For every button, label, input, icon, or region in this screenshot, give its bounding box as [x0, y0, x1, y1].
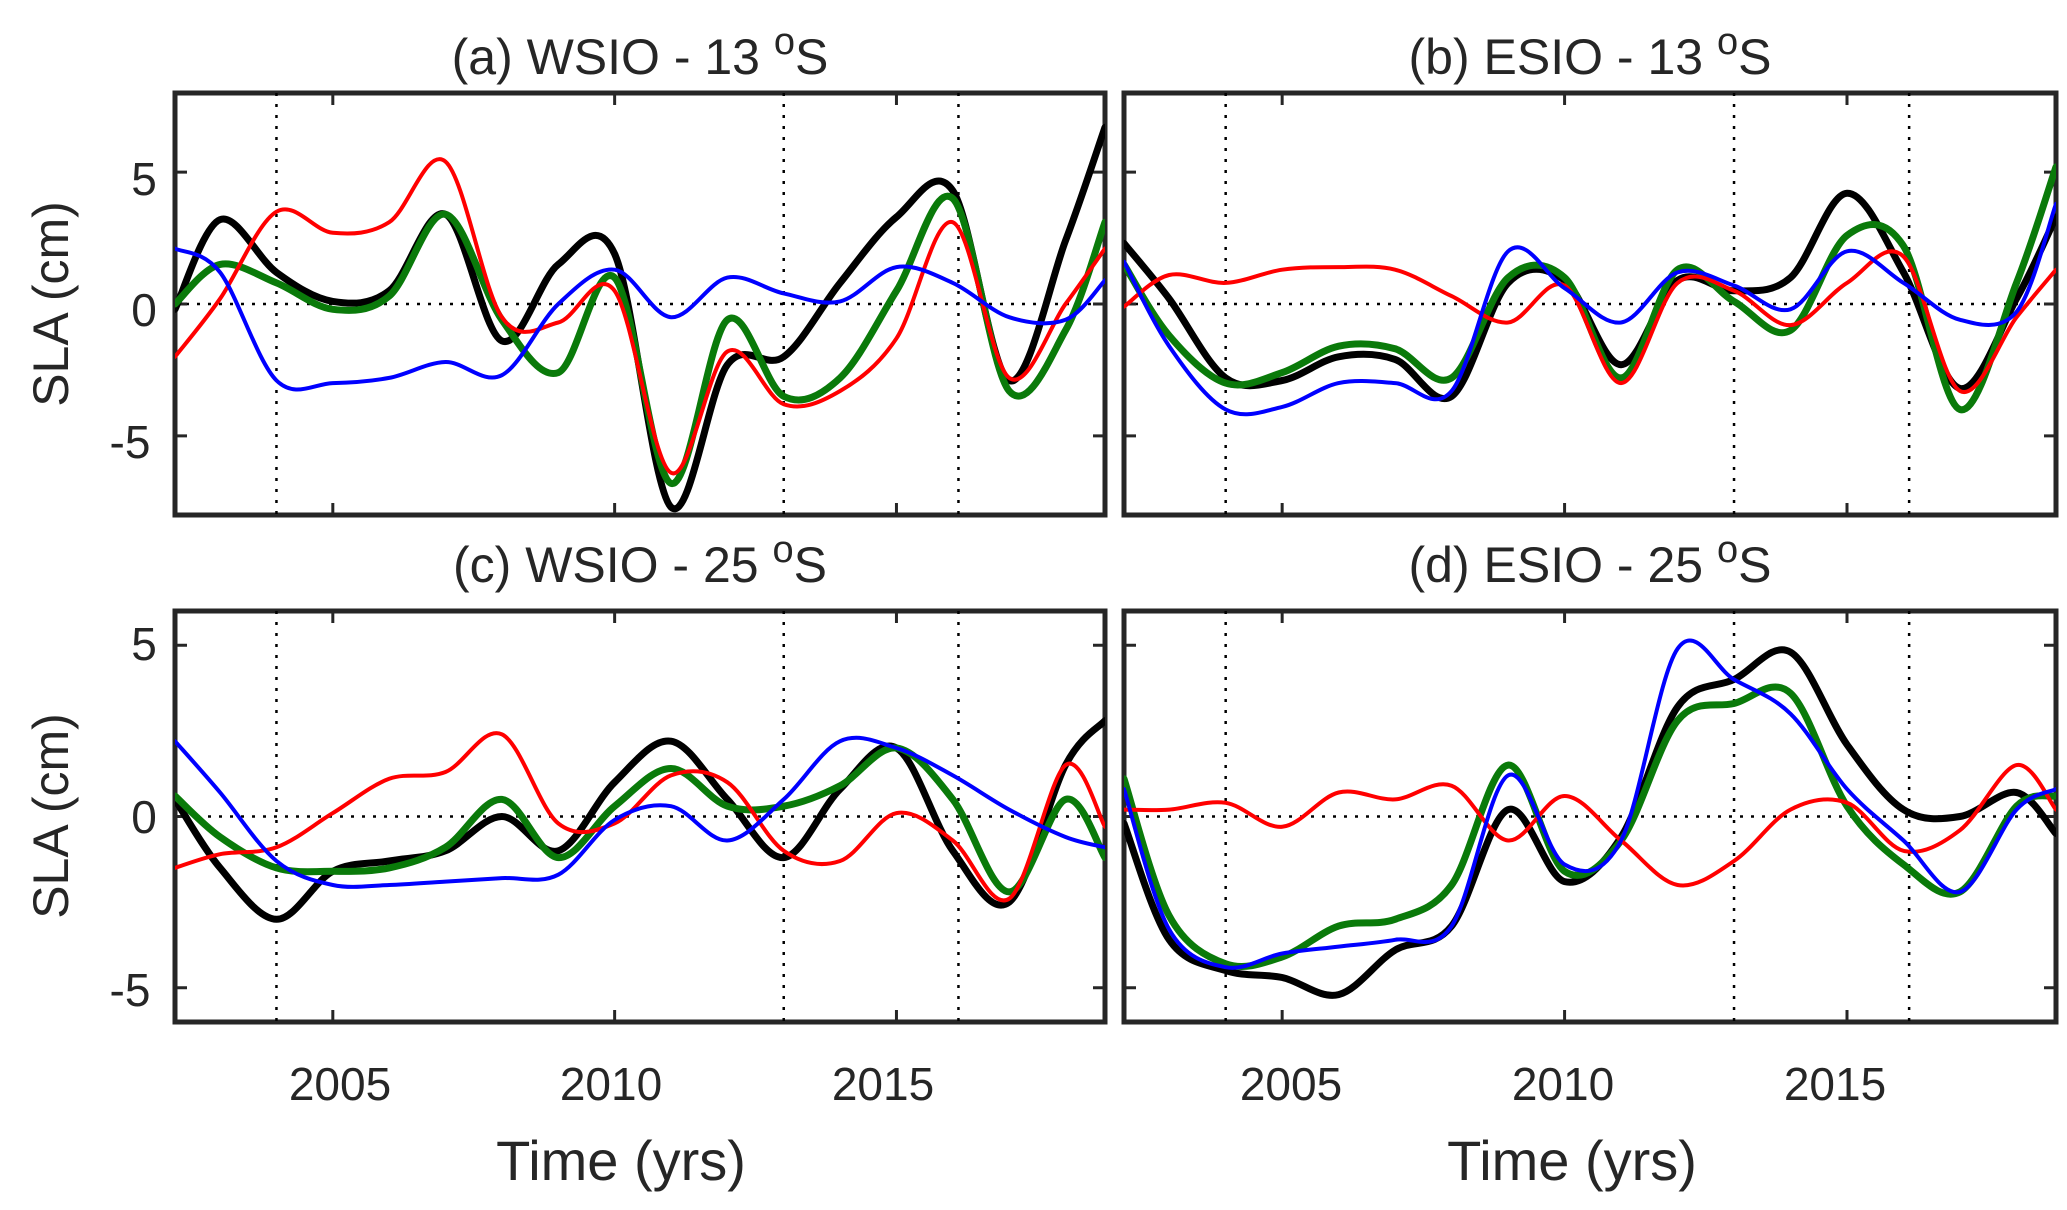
panel-c-title-text: (c) WSIO - 25: [453, 537, 772, 593]
panel-d-series-group: [1124, 638, 2056, 999]
panel-a-plot-area: [175, 93, 1105, 515]
panel-c: (c) WSIO - 25 oS SLA (cm) 5 0 -5 2005 20…: [23, 529, 1108, 1192]
panel-d-xtick-label: 2005: [1240, 1058, 1342, 1110]
series-line-red: [175, 157, 1105, 475]
panel-c-xtick-label: 2005: [289, 1058, 391, 1110]
series-line-green: [175, 192, 1105, 487]
panel-c-ylabel: SLA (cm): [23, 713, 79, 919]
series-line-red: [1124, 249, 2056, 394]
panel-b-series-group: [1124, 163, 2056, 417]
panel-b-title-text: (b) ESIO - 13: [1409, 29, 1717, 85]
series-line-green: [175, 744, 1105, 896]
panel-c-ytick-label: 0: [131, 791, 157, 843]
panel-c-xlabel: Time (yrs): [496, 1129, 746, 1192]
panel-a: (a) WSIO - 13 oS SLA (cm) 5 0 -5: [23, 21, 1108, 518]
panel-b: (b) ESIO - 13 oS: [1121, 21, 2059, 518]
panel-c-series-group: [175, 717, 1105, 923]
panel-a-ytick-label: 5: [131, 153, 157, 205]
panel-c-ytick-label: 5: [131, 618, 157, 670]
series-line-blue: [175, 735, 1105, 889]
series-line-black: [175, 717, 1105, 923]
panel-d-title-text: (d) ESIO - 25: [1409, 537, 1717, 593]
series-line-red: [175, 731, 1105, 903]
panel-c-title-end: S: [794, 537, 827, 593]
series-line-green: [1124, 163, 2056, 414]
panel-d-plot-area: [1124, 611, 2056, 1022]
panel-c-ytick-label: -5: [110, 964, 151, 1016]
panel-a-title-degree: o: [774, 21, 795, 63]
panel-c-title-degree: o: [772, 529, 793, 571]
panel-d: (d) ESIO - 25 oS 2005 2010 2015 Time (yr…: [1121, 529, 2059, 1192]
panel-a-title-end: S: [795, 29, 828, 85]
panel-a-ytick-label: -5: [110, 416, 151, 468]
panel-b-title-end: S: [1738, 29, 1771, 85]
panel-a-ylabel: SLA (cm): [23, 201, 79, 407]
panel-d-xlabel: Time (yrs): [1447, 1129, 1697, 1192]
panel-d-title-degree: o: [1717, 529, 1738, 571]
panel-c-plot-area: [175, 611, 1105, 1022]
panel-b-title-degree: o: [1717, 21, 1738, 63]
panel-d-xtick-label: 2015: [1784, 1058, 1886, 1110]
panel-b-title: (b) ESIO - 13 oS: [1409, 21, 1772, 85]
panel-c-xtick-label: 2015: [832, 1058, 934, 1110]
panel-a-series-group: [175, 123, 1105, 513]
panel-d-title: (d) ESIO - 25 oS: [1409, 529, 1772, 593]
panel-c-xtick-label: 2010: [560, 1058, 662, 1110]
series-line-blue: [1124, 201, 2056, 417]
panel-c-title: (c) WSIO - 25 oS: [453, 529, 827, 593]
series-line-blue: [175, 246, 1105, 392]
panel-a-title-text: (a) WSIO - 13: [452, 29, 774, 85]
panel-b-plot-area: [1124, 93, 2056, 515]
panel-d-title-end: S: [1738, 537, 1771, 593]
panel-d-xtick-label: 2010: [1512, 1058, 1614, 1110]
series-line-blue: [1124, 638, 2056, 970]
panel-a-ytick-label: 0: [131, 284, 157, 336]
panel-a-title: (a) WSIO - 13 oS: [452, 21, 829, 85]
